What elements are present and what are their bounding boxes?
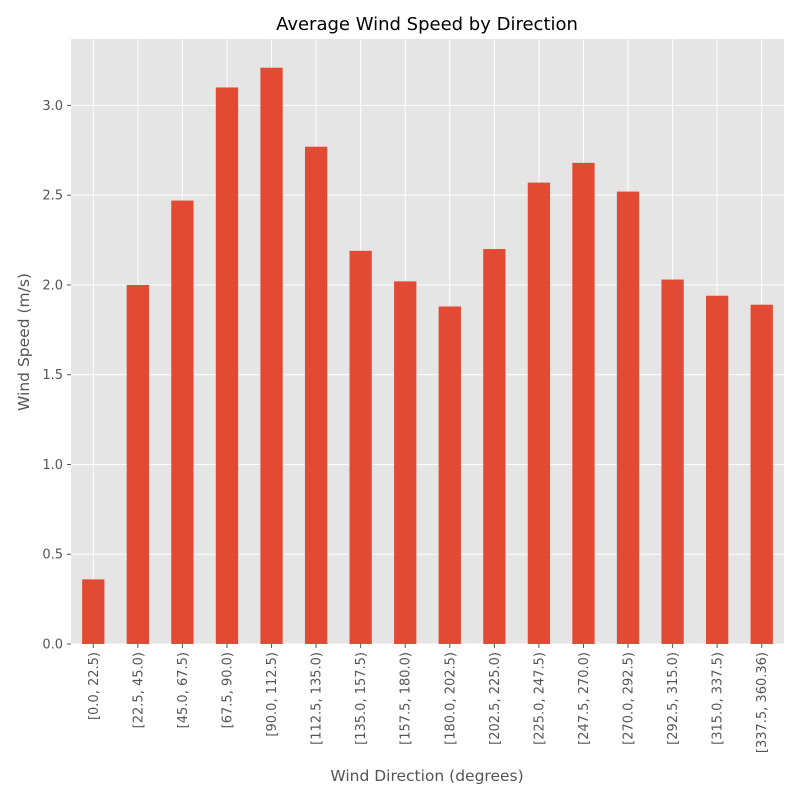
chart-title: Average Wind Speed by Direction [276,14,578,35]
x-tick-label: [315.0, 337.5) [711,652,726,745]
x-tick-label: [45.0, 67.5) [176,652,191,728]
y-axis-label: Wind Speed (m/s) [15,273,33,411]
y-tick-label: 2.0 [42,278,63,293]
bar [527,182,551,644]
bar [215,87,239,645]
bar [82,579,105,644]
bar [706,295,729,644]
x-tick-label: [112.5, 135.0) [310,652,325,745]
y-tick-label: 3.0 [42,99,63,114]
x-tick-label: [135.0, 157.5) [354,652,369,745]
x-tick-label: [157.5, 180.0) [399,652,414,745]
y-tick-label: 0.0 [42,638,63,653]
x-tick-label: [0.0, 22.5) [87,652,102,720]
bar [349,250,372,644]
bar [661,279,684,644]
bar [483,249,506,645]
bar [394,281,417,644]
x-axis-ticks: [0.0, 22.5) [22.5, 45.0) [45.0, 67.5) [67.5… [87,644,770,753]
y-axis-ticks: 0.0 0.5 1.0 1.5 2.0 2.5 3.0 [42,99,71,653]
x-tick-label: [67.5, 90.0) [220,652,235,728]
y-tick-label: 1.0 [42,458,63,473]
x-tick-label: [270.0, 292.5) [622,652,637,745]
x-tick-label: [180.0, 202.5) [443,652,458,745]
x-tick-label: [90.0, 112.5) [265,652,280,737]
x-tick-label: [202.5, 225.0) [488,652,503,745]
x-tick-label: [337.5, 360.36) [755,652,770,753]
bar [260,67,283,644]
bar [171,200,194,644]
y-tick-label: 2.5 [42,189,63,204]
bars [82,67,773,645]
x-tick-label: [292.5, 315.0) [666,652,681,745]
bar [750,304,773,644]
bar [572,162,595,644]
bar [126,284,149,644]
bar [616,191,640,644]
bar [304,146,328,644]
y-tick-label: 0.5 [42,548,63,563]
x-tick-label: [22.5, 45.0) [131,652,146,728]
x-tick-label: [247.5, 270.0) [577,652,592,745]
x-tick-label: [225.0, 247.5) [532,652,547,745]
y-tick-label: 1.5 [42,368,63,383]
bar [438,306,461,644]
x-axis-label: Wind Direction (degrees) [330,767,523,785]
